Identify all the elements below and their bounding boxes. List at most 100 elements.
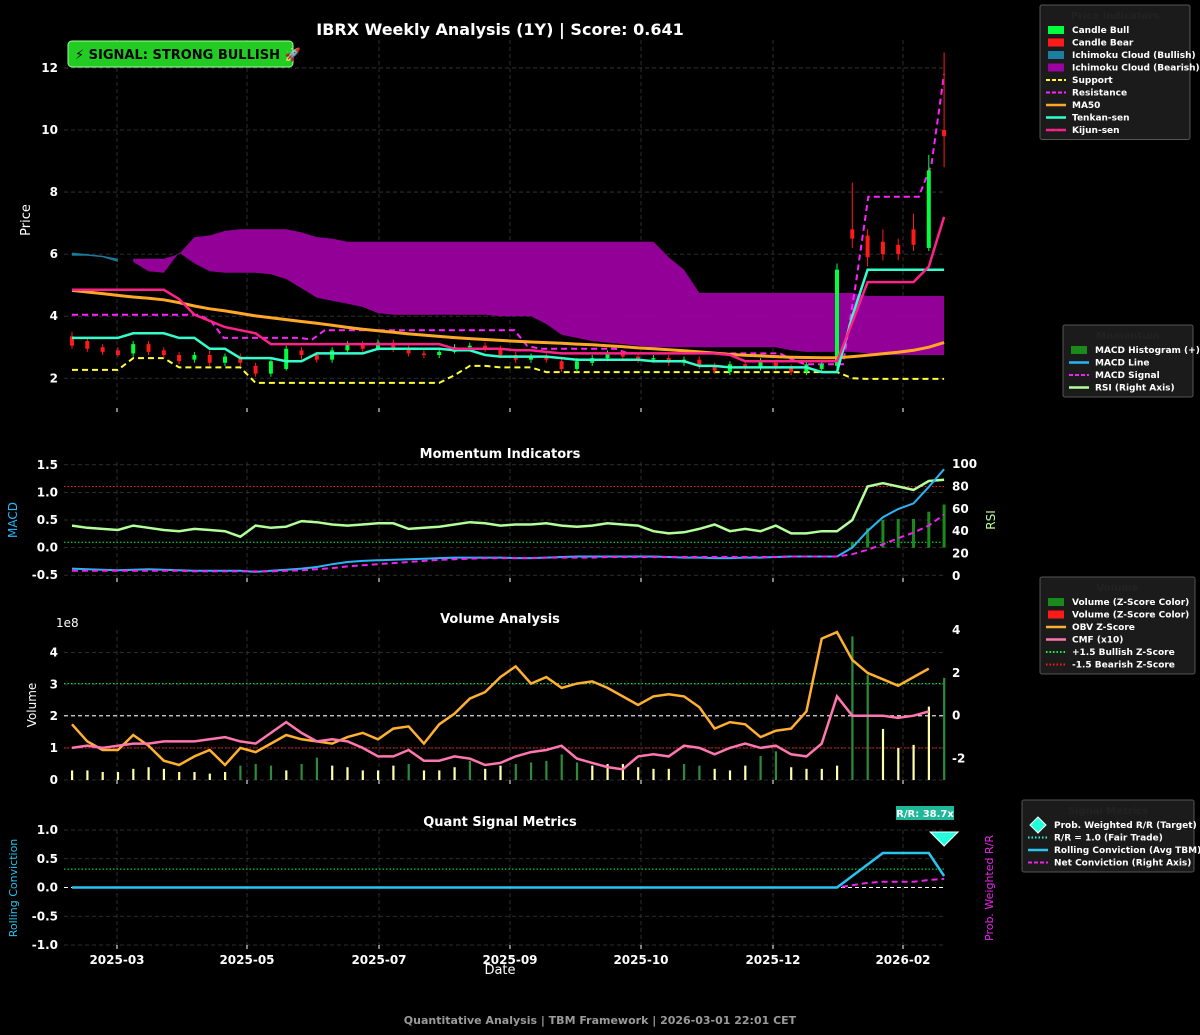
- volume-bar-44: [744, 765, 747, 780]
- macd-histogram-bar-52: [866, 528, 870, 548]
- x-tick-label-3: 2025-09: [482, 953, 537, 967]
- candle-body-6: [161, 350, 166, 355]
- kijun-sen-line: [72, 216, 946, 363]
- candle-body-15: [299, 350, 304, 355]
- candle-body-54: [896, 244, 901, 255]
- signal-badge: [67, 40, 294, 68]
- momentum-y2tick-label-2: 40: [952, 524, 969, 538]
- rr-annotation: R/R: 38.7x: [896, 809, 954, 820]
- legend-swatch-price-1: [1048, 38, 1064, 47]
- candle-body-42: [712, 365, 717, 371]
- volume-bar-3: [116, 772, 120, 780]
- 2-ytick-label-3: 3: [50, 677, 58, 691]
- candle-body-20: [376, 342, 380, 349]
- obv-zscore-line: [71, 630, 930, 767]
- legend-label-momentum-3: RSI (Right Axis): [1095, 384, 1175, 394]
- legend-label-price-1: Candle Bear: [1072, 39, 1134, 49]
- 1-ytick-label-2: 0.5: [37, 513, 58, 527]
- volume-bar-49: [820, 768, 823, 780]
- 3-ytick-label-1: -0.5: [32, 909, 58, 923]
- candle-body-21: [391, 342, 396, 349]
- candle-body-41: [697, 359, 702, 366]
- volume-bar-54: [897, 748, 900, 780]
- candle-body-0: [70, 336, 74, 346]
- candle-body-24: [437, 351, 442, 355]
- candle-body-17: [330, 350, 335, 360]
- candle-body-46: [773, 362, 778, 368]
- legend-swatch-momentum-0: [1071, 346, 1087, 354]
- legend-swatch-volume-0: [1048, 598, 1064, 606]
- cmf-line: [71, 693, 930, 771]
- 1-ytick-label-4: 1.5: [37, 458, 58, 472]
- volume-bar-21: [392, 765, 395, 780]
- momentum-y2tick-label-0: 0: [952, 569, 960, 583]
- candle-body-51: [850, 229, 855, 239]
- macd-histogram-bar-57: [942, 504, 946, 548]
- volume-bar-25: [453, 767, 456, 780]
- candle-body-33: [574, 361, 579, 369]
- candle-body-2: [100, 347, 105, 352]
- signal-badge-text: ⚡ SIGNAL: STRONG BULLISH 🚀: [75, 47, 301, 63]
- 1-ytick-label-3: 1.0: [37, 485, 58, 499]
- 3-ytick-label-0: -1.0: [32, 938, 58, 952]
- legend-box-volume: [1039, 576, 1196, 675]
- volume-bar-45: [759, 756, 762, 780]
- ichimoku-cloud-bearish: [133, 229, 945, 355]
- legend-label-price-6: MA50: [1072, 101, 1100, 111]
- rolling-conviction-line: [72, 851, 946, 889]
- legend-label-volume-2: OBV Z-Score: [1072, 623, 1135, 633]
- macd-histogram-bar-51: [850, 542, 854, 548]
- legend-swatch-quant-0: [1029, 816, 1047, 834]
- volume-bar-23: [422, 770, 426, 780]
- momentum-ylabel: MACD: [6, 502, 20, 538]
- candle-body-47: [789, 367, 794, 373]
- candle-body-8: [192, 355, 197, 360]
- macd-histogram-bar-56: [927, 511, 931, 548]
- macd-signal-line: [72, 513, 945, 573]
- legend-box-quant: [1021, 799, 1195, 873]
- volume-bar-16: [315, 757, 318, 780]
- price-chart-title: IBRX Weekly Analysis (1Y) | Score: 0.641: [316, 20, 684, 40]
- momentum-y2tick-label-5: 100: [952, 457, 977, 471]
- price-ylabel: Price: [19, 204, 34, 236]
- quant-chart-title: Quant Signal Metrics: [423, 815, 577, 830]
- macd-histogram-bar-54: [896, 518, 900, 548]
- legend-label-price-7: Tenkan-sen: [1072, 114, 1130, 124]
- 3-ytick-label-3: 0.5: [37, 852, 58, 866]
- 0-ytick-label-4: 10: [41, 123, 58, 137]
- volume-bar-24: [438, 770, 441, 780]
- legend-label-quant-3: Net Conviction (Right Axis): [1054, 859, 1191, 869]
- x-axis-label: Date: [484, 963, 515, 978]
- volume-bar-36: [621, 764, 624, 780]
- volume-y2tick-label-0: -2: [952, 752, 965, 766]
- candle-body-49: [819, 364, 824, 369]
- volume-bar-42: [713, 768, 716, 780]
- footer-text: Quantitative Analysis | TBM Framework | …: [404, 1014, 797, 1027]
- candle-body-23: [421, 353, 426, 355]
- volume-bar-26: [468, 760, 471, 780]
- legend-label-momentum-0: MACD Histogram (+): [1095, 346, 1200, 356]
- candle-body-10: [223, 356, 227, 363]
- candle-body-9: [207, 355, 212, 363]
- volume-bar-57: [943, 677, 946, 780]
- candle-body-45: [758, 361, 763, 368]
- volume-bar-5: [147, 767, 150, 780]
- legend-swatch-price-2: [1048, 51, 1064, 59]
- candle-body-27: [483, 345, 488, 349]
- 0-ytick-label-5: 12: [41, 61, 58, 75]
- volume-bar-1: [86, 770, 89, 780]
- volume-bar-12: [254, 764, 257, 780]
- legend-label-price-3: Ichimoku Cloud (Bearish): [1072, 64, 1200, 74]
- momentum-y2tick-label-1: 20: [952, 546, 969, 560]
- support-line: [72, 357, 945, 384]
- candle-body-16: [314, 355, 319, 360]
- volume-bar-9: [208, 773, 211, 780]
- 0-ytick-label-3: 8: [50, 185, 58, 199]
- volume-scale-label: 1e8: [56, 616, 79, 630]
- 2-ytick-label-4: 4: [50, 645, 58, 659]
- candle-body-31: [544, 356, 549, 360]
- volume-bar-8: [193, 772, 196, 780]
- volume-bar-48: [805, 768, 808, 780]
- 2-ytick-label-0: 0: [50, 773, 58, 787]
